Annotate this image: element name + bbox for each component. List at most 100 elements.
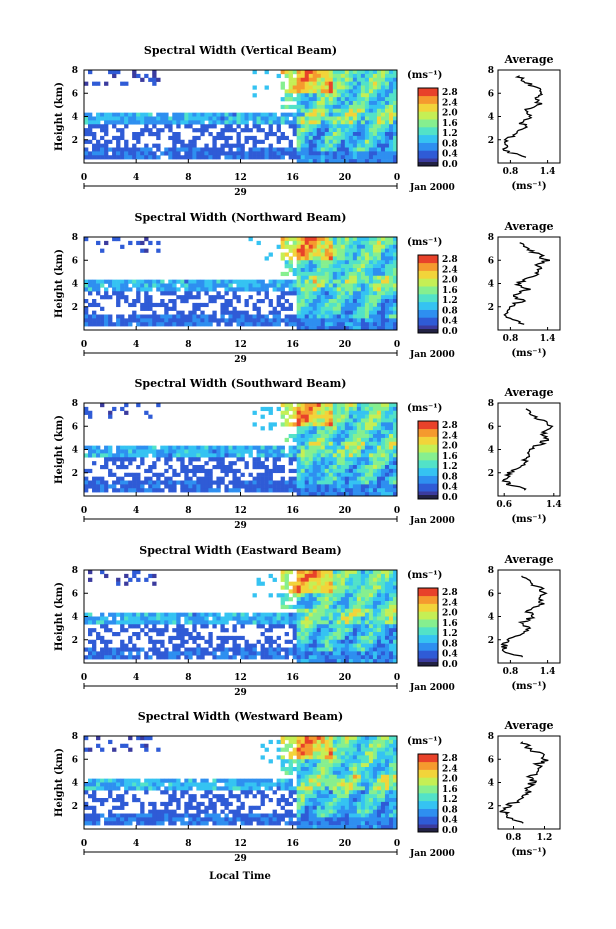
heatmap-cell <box>240 616 245 621</box>
heatmap-cell <box>92 643 97 648</box>
heatmap-cell <box>324 155 330 160</box>
heatmap-cell <box>204 314 209 319</box>
heatmap-cell <box>268 484 273 489</box>
heatmap-cell <box>192 453 197 458</box>
heatmap-cell <box>388 449 394 454</box>
heatmap-cell <box>288 480 293 485</box>
heatmap-cell <box>304 453 310 458</box>
heatmap-cell <box>300 597 305 602</box>
heatmap-cell <box>376 135 382 141</box>
heatmap-cell <box>308 322 314 327</box>
heatmap-cell <box>368 406 374 412</box>
heatmap-cell <box>224 283 229 288</box>
heatmap-cell <box>320 736 326 741</box>
heatmap-cell <box>212 647 217 652</box>
heatmap-cell <box>316 318 322 323</box>
heatmap-cell <box>344 237 350 242</box>
heatmap-cell <box>204 147 209 152</box>
heatmap-cell <box>332 437 338 443</box>
heatmap-cell <box>380 755 386 760</box>
heatmap-cell <box>300 112 305 117</box>
heatmap-cell <box>108 414 113 419</box>
heatmap-cell <box>364 774 370 779</box>
heatmap-cell <box>348 628 354 633</box>
heatmap-cell <box>324 620 330 625</box>
heatmap-cell <box>140 116 145 121</box>
heatmap-cell <box>376 426 382 431</box>
heatmap-cell <box>384 108 390 113</box>
heatmap-cell <box>240 116 245 121</box>
heatmap-cell <box>388 81 394 86</box>
heatmap-cell <box>380 437 386 443</box>
heatmap-cell <box>328 453 334 458</box>
heatmap-cell <box>268 472 273 477</box>
heatmap-cell <box>336 77 342 82</box>
profile-y-tick-label: 4 <box>488 113 494 123</box>
heatmap-cell <box>288 147 293 152</box>
heatmap-cell <box>300 620 305 625</box>
heatmap-cell <box>364 639 370 644</box>
heatmap-cell <box>264 314 269 319</box>
heatmap-cell <box>368 108 374 113</box>
colorbar-frame <box>417 87 439 167</box>
heatmap-cell <box>108 314 113 319</box>
heatmap-cell <box>312 101 318 106</box>
heatmap-cell <box>164 484 169 489</box>
heatmap-cell <box>188 318 193 323</box>
heatmap-cell <box>388 476 394 481</box>
heatmap-cell <box>308 151 314 156</box>
heatmap-cell <box>348 581 354 586</box>
heatmap-cell <box>376 759 382 764</box>
heatmap-cell <box>116 135 121 141</box>
heatmap-cell <box>360 287 366 292</box>
heatmap-cell <box>336 291 342 296</box>
heatmap-cell <box>136 651 141 656</box>
heatmap-cell <box>240 472 245 477</box>
y-tick-label: 6 <box>72 256 78 266</box>
heatmap-cell <box>292 480 297 485</box>
heatmap-cell <box>188 468 193 474</box>
x-tick-label: 4 <box>133 506 139 516</box>
heatmap-cell <box>328 410 334 415</box>
heatmap-cell <box>224 310 229 315</box>
heatmap-cell <box>312 655 318 660</box>
heatmap-cell <box>376 287 382 292</box>
heatmap-cell <box>304 751 310 756</box>
heatmap-cell <box>308 403 314 408</box>
profile-x-tick-label: 1.4 <box>540 667 556 677</box>
heatmap-cell <box>308 480 314 485</box>
heatmap-cell <box>228 120 233 125</box>
heatmap-cell <box>260 484 265 489</box>
heatmap-cell <box>352 585 358 590</box>
heatmap-cell <box>376 468 382 474</box>
heatmap-cell <box>296 418 301 423</box>
heatmap-cell <box>340 747 346 752</box>
heatmap-cell <box>360 628 366 633</box>
heatmap-cell <box>168 147 173 152</box>
heatmap-cell <box>232 616 237 621</box>
heatmap-cell <box>280 410 285 415</box>
heatmap-cell <box>264 406 269 412</box>
heatmap-cell <box>380 314 386 319</box>
heatmap-cell <box>324 159 330 164</box>
heatmap-cell <box>260 449 265 454</box>
heatmap-cell <box>312 283 318 288</box>
heatmap-cell <box>192 139 197 144</box>
heatmap-cell <box>312 437 318 443</box>
heatmap-cell <box>248 287 253 292</box>
heatmap-cell <box>336 252 342 257</box>
heatmap-cell <box>360 147 366 152</box>
heatmap-cell <box>168 449 173 454</box>
heatmap-cell <box>112 124 117 129</box>
heatmap-cell <box>376 403 382 408</box>
heatmap-cell <box>304 306 310 311</box>
heatmap-cell <box>308 310 314 315</box>
heatmap-cell <box>128 116 133 121</box>
heatmap-cell <box>112 73 117 79</box>
heatmap-cell <box>168 135 173 141</box>
heatmap-cell <box>248 647 253 652</box>
heatmap-cell <box>308 751 314 756</box>
heatmap-cell <box>248 112 253 117</box>
heatmap-cell <box>356 457 362 462</box>
heatmap-cell <box>172 314 177 319</box>
